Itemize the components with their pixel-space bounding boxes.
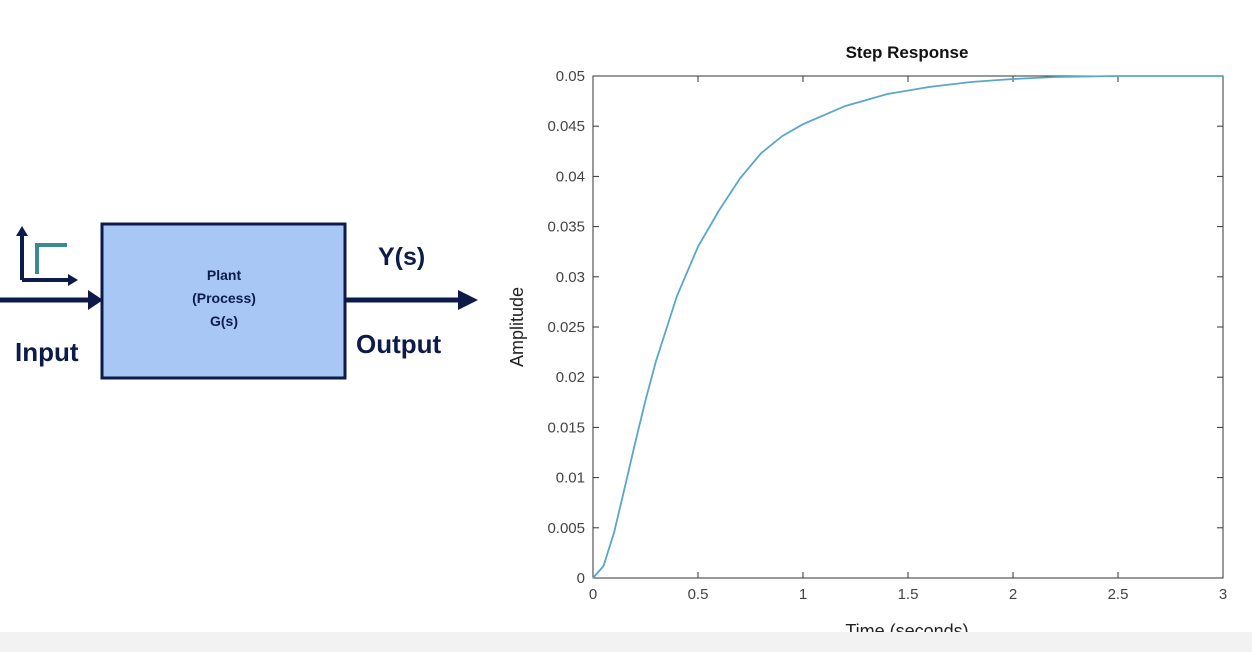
output-arrowhead: [458, 290, 478, 310]
y-tick-label: 0.02: [556, 369, 585, 386]
bottom-strip: [0, 632, 1252, 652]
chart-title: Step Response: [846, 43, 969, 62]
y-axis-label: Amplitude: [507, 287, 527, 367]
step-input-icon: [16, 226, 78, 286]
plant-block: [100, 222, 347, 380]
x-tick-label: 1.5: [898, 586, 919, 603]
process-label: (Process): [192, 290, 256, 306]
y-tick-label: 0.035: [547, 219, 585, 236]
x-tick-label: 2: [1009, 586, 1017, 603]
x-tick-label: 0: [589, 586, 597, 603]
y-tick-label: 0.025: [547, 319, 585, 336]
block-diagram: Plant (Process) G(s) Input Y(s) Output: [0, 222, 478, 380]
x-tick-label: 3: [1219, 586, 1227, 603]
input-label: Input: [15, 337, 79, 367]
y-tick-label: 0.05: [556, 68, 585, 85]
plot-area: [592, 75, 1224, 579]
y-tick-label: 0.03: [556, 269, 585, 286]
output-signal-label: Y(s): [378, 243, 425, 271]
x-tick-label: 0.5: [688, 586, 709, 603]
series-layer: [592, 75, 1223, 579]
y-tick-label: 0.04: [556, 168, 585, 185]
x-tick-label: 2.5: [1108, 586, 1129, 603]
y-tick-label: 0.005: [547, 520, 585, 537]
y-tick-label: 0.01: [556, 470, 585, 487]
plant-label: Plant: [207, 267, 242, 283]
ticks-layer: 0 0.5 1 1.5 2 2.5 3 0 0.005 0.01 0.015 0.02 0.025 0.0…: [547, 68, 1227, 603]
step-icon-step-curve: [35, 243, 67, 274]
input-arrowhead: [88, 290, 103, 310]
x-tick-label: 1: [799, 586, 807, 603]
transfer-function-label: G(s): [210, 313, 238, 329]
output-label: Output: [356, 329, 442, 359]
y-tick-label: 0.045: [547, 118, 585, 135]
step-icon-horizontal-arrowhead: [68, 274, 78, 286]
y-tick-label: 0.015: [547, 419, 585, 436]
y-tick-label: 0: [577, 570, 585, 587]
step-response-chart: Step Response Time (seconds) Amplitude 0…: [507, 43, 1227, 641]
step-response-series-line: [592, 75, 1223, 579]
step-icon-vertical-arrowhead: [16, 226, 28, 236]
